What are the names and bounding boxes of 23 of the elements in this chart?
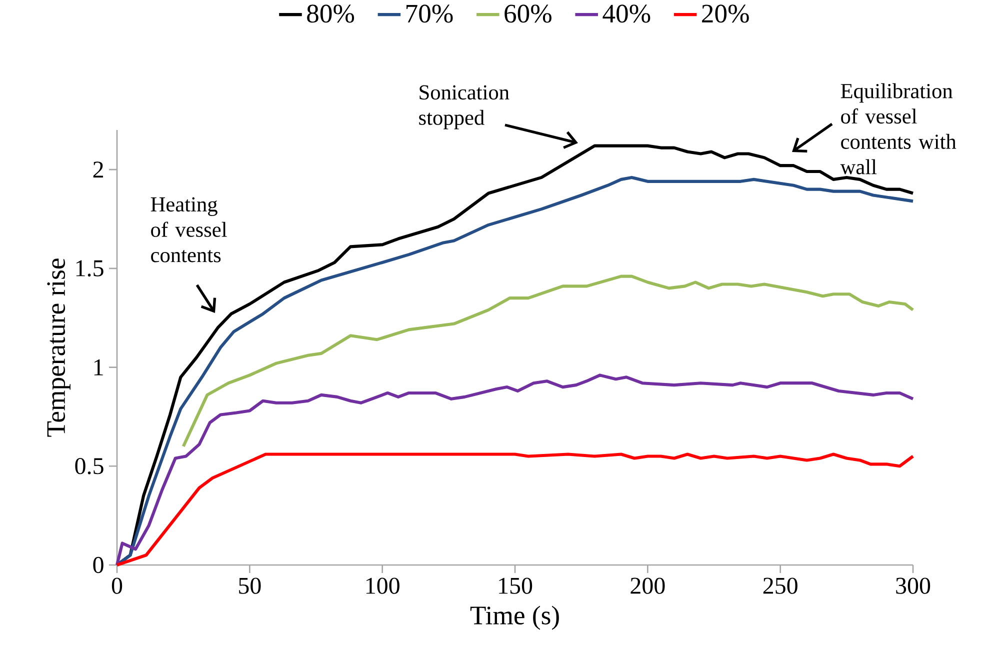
legend-label: 60% — [504, 4, 552, 23]
y-axis-title: Temperature rise — [47, 258, 70, 437]
x-tick-label: 300 — [896, 578, 930, 594]
x-axis-title: Time (s) — [470, 606, 559, 630]
x-tick-label: 50 — [239, 578, 261, 594]
y-tick-label: 0 — [93, 556, 104, 574]
y-tick-label: 2 — [93, 162, 103, 178]
line-series — [182, 274, 915, 448]
legend-label: 20% — [702, 4, 749, 23]
x-tick-label: 150 — [499, 578, 532, 594]
x-tick-label: 200 — [630, 578, 665, 594]
legend-label: 70% — [406, 4, 453, 23]
x-tick-label: 100 — [366, 578, 400, 594]
y-tick-label: 1.5 — [76, 260, 104, 276]
y-tick-label: 0.5 — [75, 458, 104, 474]
y-tick-label: 1 — [94, 359, 103, 376]
legend-label: 40% — [602, 4, 650, 23]
text: Sonication stopped — [419, 85, 510, 130]
x-tick-label: 0 — [112, 578, 122, 594]
x-tick-label: 250 — [763, 578, 798, 594]
legend-label: 80% — [307, 4, 354, 23]
annotation: Equilibration of vessel contents with wall — [840, 83, 956, 174]
annotation: Heating of vessel contents — [150, 197, 227, 262]
